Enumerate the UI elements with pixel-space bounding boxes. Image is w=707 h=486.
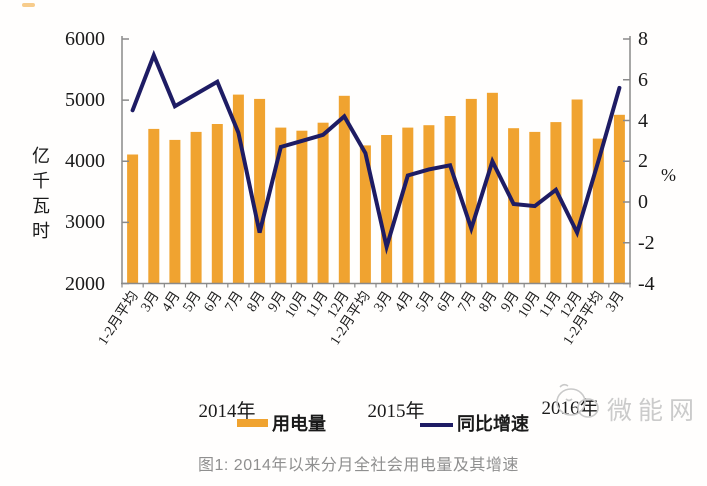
legend-growth-label: 同比增速 [457,414,529,434]
bar-month-23 [592,138,604,284]
bar-month-21 [550,122,562,284]
y-axis-right-tick-label: 6 [638,69,648,91]
bar-month-5 [211,124,223,284]
y-axis-right-tick-label: -4 [638,273,655,295]
bar-month-7 [254,98,266,284]
bar-month-1 [127,154,139,284]
bar-month-22 [571,99,583,284]
growth-line [130,49,622,255]
y-axis-right-tick-label: 8 [638,28,648,50]
bar-month-15 [423,125,435,284]
bar-month-14 [402,127,414,284]
bar-month-8 [275,127,287,284]
y-axis-left-tick-label: 2000 [65,273,105,295]
bar-month-12 [359,145,371,284]
y-axis-left-unit-label: 亿千瓦时 [30,146,50,246]
year-label-2015: 2015年 [367,401,425,422]
y-axis-left-tick-label: 6000 [65,28,105,50]
bar-month-17 [465,98,477,284]
bar-month-3 [169,139,181,284]
bar-month-16 [444,116,456,284]
bar-month-9 [296,130,308,284]
y-axis-right-tick-label: 2 [638,150,648,172]
bar-month-4 [190,131,202,284]
y-axis-right-tick-label: 0 [638,191,648,213]
watermark-text: 微能网 [607,398,701,425]
legend-consumption-label: 用电量 [272,414,326,434]
y-axis-right-tick-label: 4 [638,110,648,132]
bar-month-10 [317,122,329,284]
legend-line-swatch [420,423,453,427]
y-axis-left-tick-label: 3000 [65,211,105,233]
bar-month-24 [613,114,625,284]
year-label-2014: 2014年 [198,401,256,422]
artifact-mark [22,3,35,7]
y-axis-right-tick-label: -2 [638,232,655,254]
bar-month-6 [232,94,244,284]
legend-bar-swatch [237,419,268,427]
y-axis-left-tick-label: 5000 [65,89,105,111]
y-axis-right-unit-label: % [661,165,676,185]
bar-month-2 [148,128,160,284]
bar-month-18 [486,92,498,284]
watermark-logo-icon [556,383,599,418]
bar-month-13 [381,135,393,284]
y-axis-left-tick-label: 4000 [65,150,105,172]
bar-month-11 [338,95,350,284]
figure-caption: 图1: 2014年以来分月全社会用电量及其增速 [198,457,519,474]
